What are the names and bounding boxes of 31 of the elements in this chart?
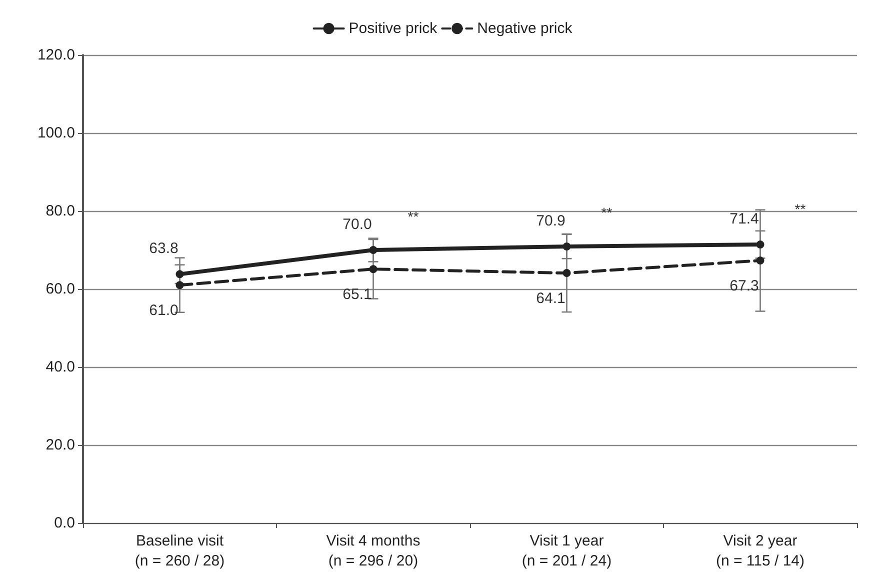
point: [562, 269, 571, 278]
x-tick-label: Baseline visit (n = 260 / 28): [134, 532, 225, 570]
y-tick-label: 0.0: [54, 514, 75, 532]
data-label: 70.9: [536, 212, 566, 230]
y-tick-label: 100.0: [37, 124, 75, 142]
data-label: 61.0: [149, 302, 178, 320]
point: [176, 281, 184, 290]
x-tick-label: Visit 1 year (n = 201 / 24): [522, 532, 612, 570]
annotation: **: [601, 204, 613, 220]
y-tick-label: 20.0: [46, 436, 75, 454]
point: [756, 256, 764, 265]
y-tick-label: 40.0: [46, 358, 75, 376]
point: [562, 242, 571, 250]
annotation: **: [794, 200, 806, 217]
point: [369, 265, 378, 274]
x-tick-label: Visit 4 months (n = 296 / 20): [326, 532, 420, 570]
x-tick-label: Visit 2 year (n = 115 / 14): [716, 532, 805, 570]
data-label: 65.1: [342, 286, 372, 304]
data-label: 63.8: [149, 240, 178, 258]
data-label: 64.1: [536, 290, 566, 308]
point: [756, 240, 764, 249]
annotation: **: [408, 208, 420, 224]
data-label: 70.0: [342, 216, 372, 233]
legend-label: Positive prick: [348, 20, 438, 37]
y-tick-label: 80.0: [46, 202, 75, 220]
point: [369, 246, 378, 254]
point: [176, 270, 184, 278]
legend-label: Negative prick: [477, 20, 573, 37]
y-tick-label: 60.0: [46, 280, 75, 298]
y-tick-label: 120.0: [37, 46, 75, 64]
data-label: 71.4: [730, 210, 759, 228]
